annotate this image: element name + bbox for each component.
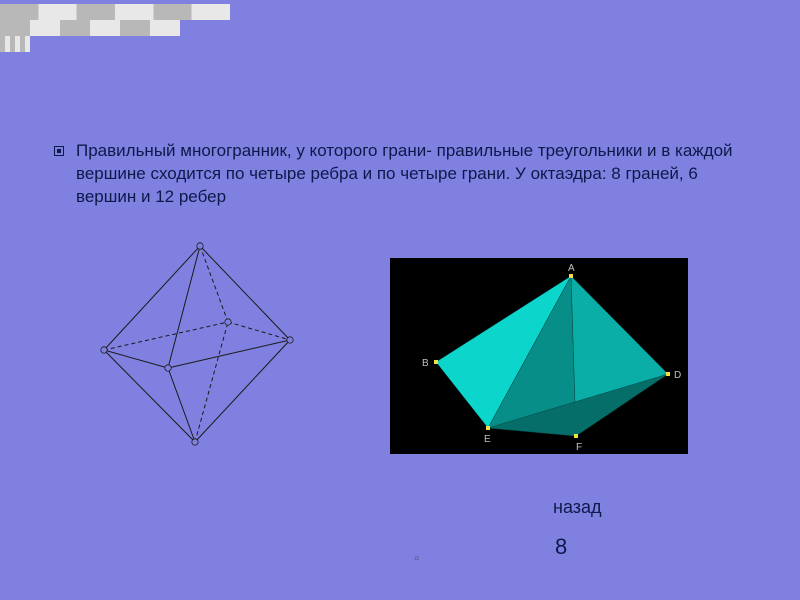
page-number: 8 xyxy=(555,534,567,560)
octahedron-wireframe xyxy=(90,240,310,450)
top-decoration xyxy=(0,0,800,50)
back-link[interactable]: назад xyxy=(553,497,602,518)
top-stripe xyxy=(0,4,230,20)
svg-text:A: A xyxy=(568,263,575,274)
slide: Правильный многогранник, у которого гран… xyxy=(0,0,800,600)
svg-text:B: B xyxy=(422,358,429,369)
svg-text:D: D xyxy=(674,370,681,381)
top-stripe xyxy=(0,20,180,36)
body-text: Правильный многогранник, у которого гран… xyxy=(76,140,756,209)
top-stripe xyxy=(0,36,30,52)
svg-text:F: F xyxy=(576,442,582,453)
octahedron-render: A B D E F xyxy=(390,258,688,454)
svg-text:E: E xyxy=(484,434,491,445)
bullet-icon xyxy=(54,146,64,156)
body-text-block: Правильный многогранник, у которого гран… xyxy=(76,140,756,209)
sun-icon: ☼ xyxy=(413,553,420,562)
